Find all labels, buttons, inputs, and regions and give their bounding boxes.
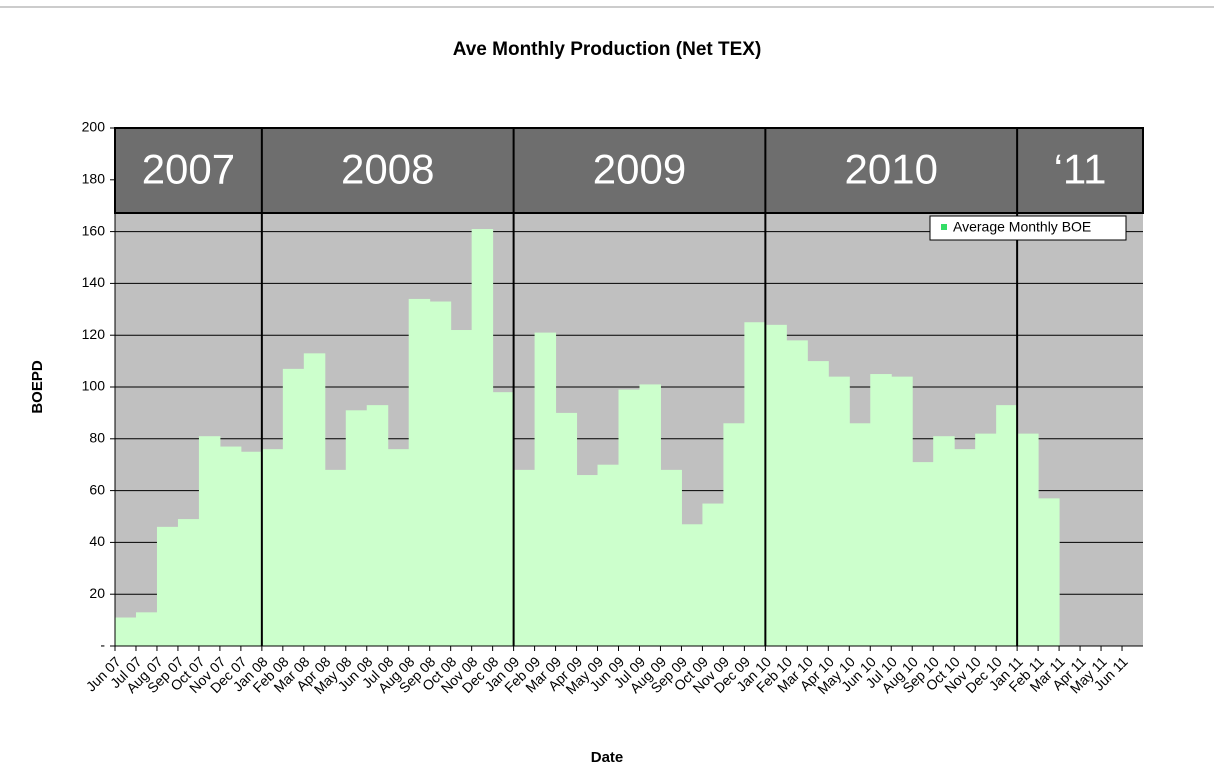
bar	[807, 361, 829, 646]
bar	[429, 301, 452, 646]
bar	[471, 229, 494, 646]
bar	[555, 412, 578, 646]
y-tick-label: 180	[82, 171, 106, 187]
bar	[135, 612, 158, 646]
bar	[723, 423, 745, 646]
bar	[786, 340, 808, 646]
bar	[513, 469, 536, 646]
year-label: 2010	[845, 146, 938, 193]
bar	[1017, 433, 1039, 646]
bar	[618, 389, 640, 646]
bar	[156, 526, 179, 646]
bar	[387, 449, 410, 646]
y-tick-label: 140	[82, 274, 106, 290]
bar	[324, 469, 347, 646]
y-tick-label: 80	[89, 430, 105, 446]
y-tick-label: 160	[82, 222, 106, 238]
y-tick-label: 100	[82, 378, 106, 394]
bar	[765, 324, 787, 646]
year-banner	[114, 127, 1144, 214]
bar	[681, 524, 703, 646]
y-tick-label: 200	[82, 119, 106, 135]
bar	[177, 519, 200, 646]
year-label: 2007	[142, 146, 235, 193]
bar	[849, 423, 871, 646]
bar	[115, 617, 137, 646]
bar	[492, 392, 515, 646]
bar	[303, 353, 326, 646]
bar	[534, 332, 557, 646]
bar	[828, 376, 850, 646]
y-tick-label: 40	[89, 533, 105, 549]
bar	[219, 446, 242, 646]
year-label: ‘11	[1054, 146, 1107, 193]
bar	[282, 368, 305, 646]
bar	[408, 298, 431, 646]
bar	[870, 374, 892, 646]
bar	[954, 449, 976, 646]
bar	[261, 449, 284, 646]
bar	[366, 405, 389, 646]
bar	[1038, 498, 1060, 646]
y-tick-label: 120	[82, 326, 106, 342]
bar	[933, 436, 955, 646]
bar	[975, 433, 997, 646]
bar	[639, 384, 661, 646]
bar	[576, 475, 599, 646]
bar	[597, 464, 620, 646]
legend: Average Monthly BOE	[929, 215, 1127, 241]
legend-marker	[941, 224, 947, 230]
chart-title: Ave Monthly Production (Net TEX)	[453, 39, 762, 60]
bar	[198, 436, 221, 646]
bar	[996, 405, 1018, 646]
bar	[240, 451, 263, 646]
year-label: 2009	[593, 146, 686, 193]
bar	[891, 376, 913, 646]
y-axis-title: BOEPD	[29, 360, 46, 414]
legend-label: Average Monthly BOE	[953, 219, 1091, 235]
y-tick-label: 20	[89, 585, 105, 601]
bar	[912, 462, 934, 646]
bar	[345, 410, 368, 646]
y-tick-label: -	[100, 637, 105, 653]
bar	[660, 469, 682, 646]
x-axis-title: Date	[591, 749, 624, 766]
legend-box	[929, 215, 1127, 241]
bar	[450, 330, 473, 646]
year-label: 2008	[341, 146, 434, 193]
y-tick-label: 60	[89, 481, 105, 497]
bar	[744, 322, 766, 646]
bar	[702, 503, 724, 646]
